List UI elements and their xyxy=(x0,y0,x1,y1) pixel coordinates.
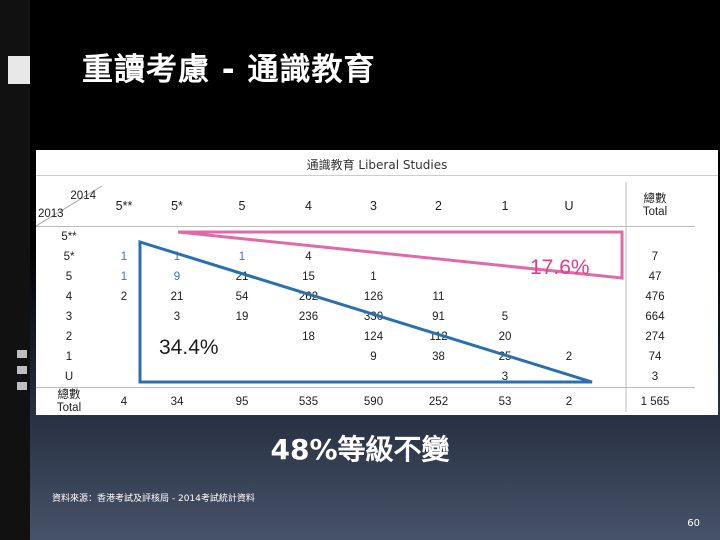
slide-title: 重讀考慮 - 通識教育 xyxy=(82,52,376,88)
table-cell: 20 xyxy=(498,331,512,343)
table-cell: 19 xyxy=(235,311,249,323)
table-caption: 通識教育 Liberal Studies xyxy=(306,158,448,172)
total-header-en: Total xyxy=(642,206,668,218)
total-header-zh: 總數 xyxy=(643,193,667,205)
upper-percent-label: 17.6% xyxy=(530,256,590,279)
table-cell: 3 xyxy=(501,371,509,383)
total-cell: 590 xyxy=(363,396,384,408)
left-decor-block xyxy=(8,56,30,84)
table-cell: 21 xyxy=(170,291,184,303)
table-cell: 2 xyxy=(120,291,128,303)
upper-triangle-outline xyxy=(177,230,624,280)
total-label-zh: 總數 xyxy=(57,389,81,401)
table-row: 5* 1 1 1 4 7 xyxy=(36,247,695,267)
row-label: 3 xyxy=(65,311,73,323)
grade-matrix: 2014 2013 5** 5* 5 4 3 2 1 U 總數 Total 5**… xyxy=(36,186,695,416)
corner-cell: 2014 2013 xyxy=(36,186,102,227)
total-cell: 34 xyxy=(170,396,184,408)
left-decor-mark xyxy=(17,350,27,358)
table-cell: 1 xyxy=(120,271,128,283)
row-total: 47 xyxy=(648,271,662,283)
table-cell: 124 xyxy=(363,331,384,343)
total-cell: 4 xyxy=(120,396,128,408)
row-label: 2 xyxy=(65,331,73,343)
col-header: 3 xyxy=(341,186,406,227)
table-cell: 9 xyxy=(173,271,181,283)
table-cell: 236 xyxy=(298,311,319,323)
total-cell: 95 xyxy=(235,396,249,408)
table-panel: 通識教育 Liberal Studies 2014 2013 5** 5* 5 … xyxy=(36,150,718,415)
total-col-header: 總數 Total xyxy=(615,186,695,227)
source-note: 資料來源：香港考試及評核局 - 2014考試統計資料 xyxy=(52,494,255,504)
row-label: 1 xyxy=(65,351,73,363)
col-header: 2 xyxy=(406,186,471,227)
col-header: 5* xyxy=(146,186,208,227)
row-total: 274 xyxy=(645,331,665,343)
total-cell: 2 xyxy=(565,396,573,408)
table-cell: 5 xyxy=(501,311,509,323)
matrix-body: 5** 5* 1 1 1 4 7 5 1 9 21 15 1 47 4 2 21 54 262 126 11 476 3 3 1… xyxy=(36,227,695,388)
table-cell: 1 xyxy=(370,271,377,283)
total-row-label: 總數 Total xyxy=(36,388,102,417)
table-row: 3 3 19 236 330 91 5 664 xyxy=(36,307,695,327)
table-row: U 3 3 xyxy=(36,367,695,388)
lower-percent-label: 34.4% xyxy=(159,336,219,359)
left-decor-mark xyxy=(17,366,27,374)
total-cell: 252 xyxy=(428,396,449,408)
col-header: 1 xyxy=(471,186,539,227)
table-cell: 54 xyxy=(235,291,249,303)
row-label: 5** xyxy=(61,231,77,243)
lower-triangle-outline xyxy=(138,239,593,384)
total-label-en: Total xyxy=(56,402,82,414)
table-row: 5** xyxy=(36,227,695,248)
table-row: 4 2 21 54 262 126 11 476 xyxy=(36,287,695,307)
total-row: 總數 Total 4 34 95 535 590 252 53 2 1 565 xyxy=(36,387,695,417)
col-header: 5 xyxy=(208,186,276,227)
table-cell: 11 xyxy=(432,291,445,303)
summary-headline: 48%等級不變 xyxy=(270,433,450,466)
table-cell: 9 xyxy=(370,351,377,363)
table-cell: 126 xyxy=(363,291,384,303)
table-cell: 3 xyxy=(173,311,181,323)
col-header: 5** xyxy=(102,186,146,227)
row-label: 5 xyxy=(65,271,73,283)
row-total: 3 xyxy=(651,371,659,383)
table-cell: 15 xyxy=(302,271,315,283)
row-label: 5* xyxy=(63,251,75,263)
row-total: 476 xyxy=(645,291,665,303)
caption-rule xyxy=(36,175,718,176)
table-cell: 2 xyxy=(565,351,573,363)
row-total: 74 xyxy=(648,351,662,363)
row-label: 4 xyxy=(65,291,73,303)
row-label: U xyxy=(64,371,74,383)
col-header: 4 xyxy=(276,186,341,227)
corner-col-year: 2014 xyxy=(70,190,96,202)
total-cell: 53 xyxy=(498,396,512,408)
header-row: 2014 2013 5** 5* 5 4 3 2 1 U 總數 Total xyxy=(36,186,695,227)
corner-row-year: 2013 xyxy=(38,208,64,220)
table-cell: 91 xyxy=(432,311,445,323)
grand-total-cell: 1 565 xyxy=(640,396,670,408)
table-row: 1 9 38 25 2 74 xyxy=(36,347,695,367)
page-number: 60 xyxy=(687,518,700,529)
table-cell: 18 xyxy=(302,331,315,343)
left-decor-strip xyxy=(0,0,30,540)
corner-diagonal xyxy=(36,186,102,226)
table-cell: 1 xyxy=(238,251,246,263)
total-cell: 535 xyxy=(298,396,319,408)
table-cell: 1 xyxy=(120,251,128,263)
table-cell: 4 xyxy=(305,251,312,263)
row-total: 7 xyxy=(651,251,659,263)
table-cell: 1 xyxy=(173,251,181,263)
left-decor-mark xyxy=(17,382,27,390)
table-cell: 38 xyxy=(432,351,445,363)
col-header: U xyxy=(539,186,599,227)
row-total: 664 xyxy=(645,311,665,323)
